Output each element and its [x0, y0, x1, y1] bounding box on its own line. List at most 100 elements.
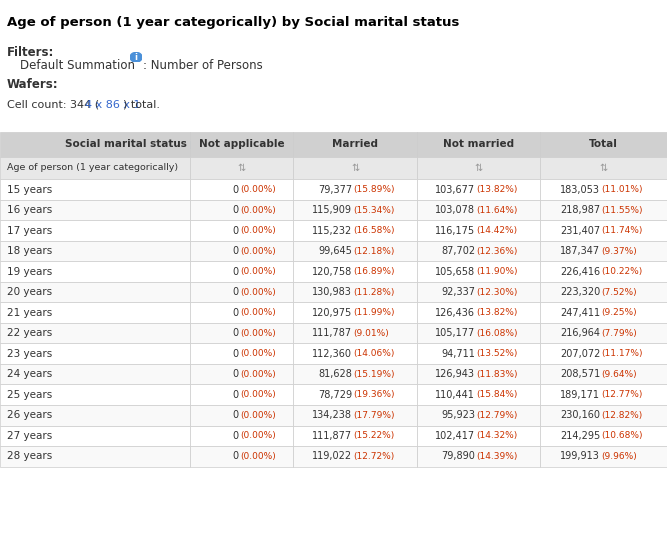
Text: (11.17%): (11.17%)	[602, 349, 643, 358]
Text: (15.34%): (15.34%)	[354, 206, 395, 214]
Text: (11.74%): (11.74%)	[602, 226, 643, 235]
Text: 0: 0	[232, 451, 239, 461]
Text: (12.82%): (12.82%)	[602, 411, 643, 420]
Text: 19 years: 19 years	[7, 267, 52, 276]
Text: 81,628: 81,628	[318, 369, 352, 379]
Text: Not applicable: Not applicable	[199, 139, 285, 150]
Text: 0: 0	[232, 287, 239, 297]
Text: 230,160: 230,160	[560, 410, 600, 420]
Text: 231,407: 231,407	[560, 226, 600, 235]
Text: (13.82%): (13.82%)	[476, 308, 518, 317]
Text: Not married: Not married	[443, 139, 514, 150]
Text: (7.79%): (7.79%)	[602, 329, 638, 338]
Text: (0.00%): (0.00%)	[240, 411, 275, 420]
Text: (0.00%): (0.00%)	[240, 431, 275, 440]
Text: (12.79%): (12.79%)	[476, 411, 518, 420]
Text: 0: 0	[232, 369, 239, 379]
Text: 94,711: 94,711	[442, 349, 475, 359]
Text: ) total.: ) total.	[123, 100, 160, 110]
Text: (15.19%): (15.19%)	[354, 370, 395, 379]
Text: 17 years: 17 years	[7, 226, 52, 235]
Text: Total: Total	[589, 139, 618, 150]
Text: 134,238: 134,238	[312, 410, 352, 420]
Text: 99,645: 99,645	[318, 246, 352, 256]
Text: (11.90%): (11.90%)	[476, 267, 518, 276]
Circle shape	[130, 52, 142, 62]
Text: (12.77%): (12.77%)	[602, 390, 643, 399]
Text: 92,337: 92,337	[442, 287, 475, 297]
Text: (11.99%): (11.99%)	[354, 308, 395, 317]
Text: (10.68%): (10.68%)	[602, 431, 643, 440]
Text: 0: 0	[232, 185, 239, 194]
Text: 103,078: 103,078	[436, 205, 475, 215]
Text: ⇅: ⇅	[474, 163, 483, 173]
Text: 247,411: 247,411	[560, 308, 600, 318]
Text: 187,347: 187,347	[560, 246, 600, 256]
Text: Filters:: Filters:	[7, 46, 54, 59]
Text: ⇅: ⇅	[600, 163, 608, 173]
Text: (11.01%): (11.01%)	[602, 185, 643, 194]
Text: (14.42%): (14.42%)	[476, 226, 518, 235]
Text: (9.01%): (9.01%)	[354, 329, 389, 338]
Text: 130,983: 130,983	[312, 287, 352, 297]
Text: (17.79%): (17.79%)	[354, 411, 395, 420]
Text: (0.00%): (0.00%)	[240, 370, 275, 379]
Text: 79,377: 79,377	[317, 185, 352, 194]
Text: 21 years: 21 years	[7, 308, 52, 318]
Text: 207,072: 207,072	[560, 349, 600, 359]
Text: 116,175: 116,175	[435, 226, 475, 235]
Text: (11.64%): (11.64%)	[476, 206, 518, 214]
Text: 27 years: 27 years	[7, 431, 52, 441]
Text: 28 years: 28 years	[7, 451, 52, 461]
Text: 120,758: 120,758	[311, 267, 352, 276]
Text: (12.72%): (12.72%)	[354, 452, 394, 461]
Text: (0.00%): (0.00%)	[240, 308, 275, 317]
Text: (0.00%): (0.00%)	[240, 185, 275, 194]
Text: (14.39%): (14.39%)	[476, 452, 518, 461]
Text: (0.00%): (0.00%)	[240, 206, 275, 214]
Text: 112,360: 112,360	[312, 349, 352, 359]
Text: (13.52%): (13.52%)	[476, 349, 518, 358]
Text: 15 years: 15 years	[7, 185, 52, 194]
Text: (9.37%): (9.37%)	[602, 247, 638, 255]
Text: 25 years: 25 years	[7, 390, 52, 400]
Text: 0: 0	[232, 328, 239, 338]
Text: (12.18%): (12.18%)	[354, 247, 395, 255]
Text: (13.82%): (13.82%)	[476, 185, 518, 194]
Text: : Number of Persons: : Number of Persons	[143, 59, 263, 72]
Text: ⇅: ⇅	[237, 163, 246, 173]
Text: ⇅: ⇅	[351, 163, 360, 173]
Text: (0.00%): (0.00%)	[240, 226, 275, 235]
Text: 105,177: 105,177	[435, 328, 475, 338]
Text: 103,677: 103,677	[435, 185, 475, 194]
Text: 0: 0	[232, 431, 239, 441]
Text: 20 years: 20 years	[7, 287, 52, 297]
Text: i: i	[135, 53, 137, 62]
Text: 189,171: 189,171	[560, 390, 600, 400]
Text: (15.84%): (15.84%)	[476, 390, 518, 399]
Text: 110,441: 110,441	[436, 390, 475, 400]
Text: 115,909: 115,909	[312, 205, 352, 215]
Text: 102,417: 102,417	[435, 431, 475, 441]
Text: (10.22%): (10.22%)	[602, 267, 643, 276]
Text: 22 years: 22 years	[7, 328, 52, 338]
Text: 126,436: 126,436	[436, 308, 475, 318]
Text: (0.00%): (0.00%)	[240, 390, 275, 399]
Text: 111,787: 111,787	[311, 328, 352, 338]
Text: (9.96%): (9.96%)	[602, 452, 638, 461]
Text: 111,877: 111,877	[311, 431, 352, 441]
Text: 0: 0	[232, 267, 239, 276]
Text: 4 x 86 x 1: 4 x 86 x 1	[85, 100, 141, 110]
Text: 0: 0	[232, 205, 239, 215]
Text: 0: 0	[232, 226, 239, 235]
Text: (0.00%): (0.00%)	[240, 288, 275, 296]
Text: (12.30%): (12.30%)	[476, 288, 518, 296]
Text: (16.58%): (16.58%)	[354, 226, 395, 235]
Text: (0.00%): (0.00%)	[240, 349, 275, 358]
Text: (9.25%): (9.25%)	[602, 308, 637, 317]
Text: (7.52%): (7.52%)	[602, 288, 637, 296]
Text: 214,295: 214,295	[560, 431, 600, 441]
Text: Social marital status: Social marital status	[65, 139, 187, 150]
Text: 223,320: 223,320	[560, 287, 600, 297]
Text: Age of person (1 year categorically) by Social marital status: Age of person (1 year categorically) by …	[7, 16, 459, 29]
